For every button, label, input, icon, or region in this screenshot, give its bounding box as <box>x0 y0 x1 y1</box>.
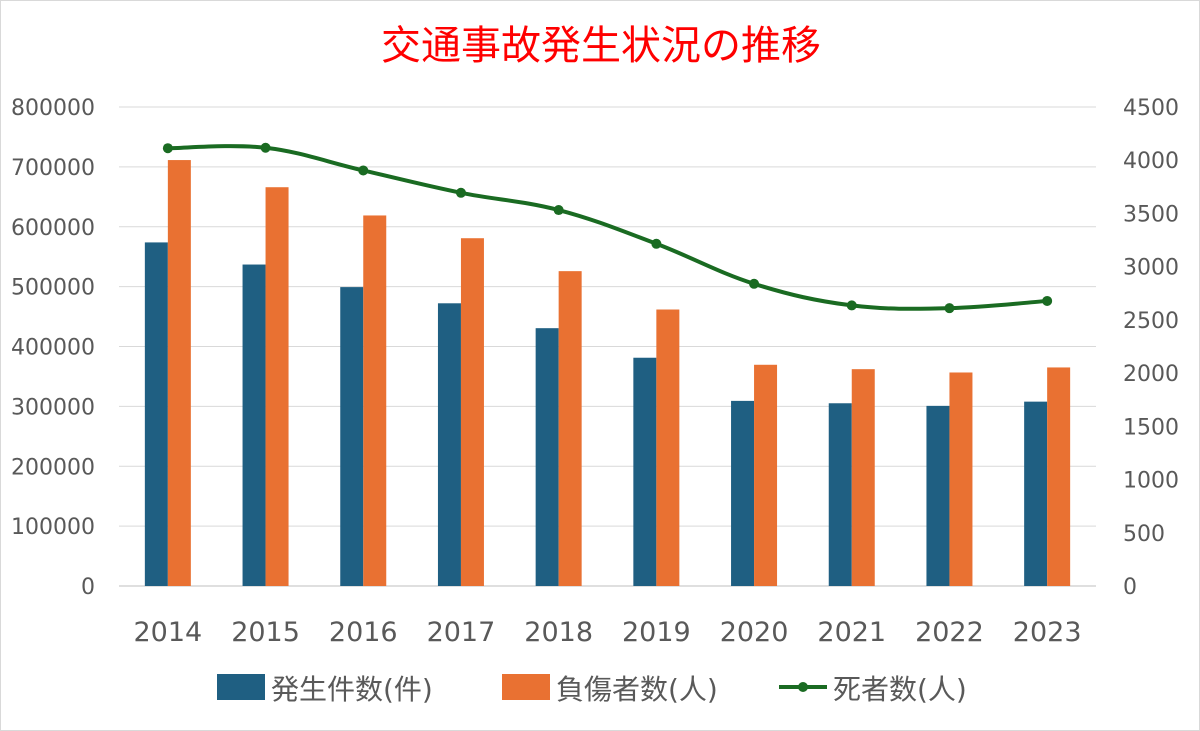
y-right-tick-label: 500 <box>1123 522 1165 547</box>
x-tick-label: 2021 <box>817 617 886 648</box>
bar-0-2022 <box>926 405 950 586</box>
x-tick-label: 2019 <box>622 617 691 648</box>
bar-0-2018 <box>535 328 559 586</box>
y-left-tick-label: 400000 <box>11 336 95 361</box>
bar-1-2017 <box>460 238 484 586</box>
line-point-2023 <box>1042 295 1053 306</box>
bar-1-2020 <box>754 364 778 586</box>
bar-0-2020 <box>731 400 755 586</box>
bar-0-2015 <box>242 264 266 586</box>
legend-label: 発生件数(件) <box>271 673 433 706</box>
chart-title: 交通事故発生状況の推移 <box>381 23 821 69</box>
x-tick-label: 2017 <box>427 617 496 648</box>
y-left-tick-label: 700000 <box>11 156 95 181</box>
y-left-tick-label: 100000 <box>11 515 95 540</box>
y-left-tick-label: 800000 <box>11 96 95 121</box>
bar-1-2014 <box>167 160 191 586</box>
line-point-2018 <box>553 205 564 216</box>
legend-marker <box>798 682 808 692</box>
line-point-2016 <box>358 165 369 176</box>
y-left-tick-label: 600000 <box>11 216 95 241</box>
y-right-tick-label: 1000 <box>1123 469 1179 494</box>
y-left-tick-label: 500000 <box>11 276 95 301</box>
bar-0-2023 <box>1024 401 1048 586</box>
x-axis-ticks: 2014 2015 2016 2017 2018 2019 2020 2021 2022 2023 <box>133 617 1081 648</box>
y-left-tick-label: 0 <box>81 575 95 600</box>
left-axis-ticks: 0 100000 200000 300000 400000 500000 600000 700… <box>11 96 95 600</box>
bar-1-2015 <box>265 187 289 586</box>
y-right-tick-label: 2000 <box>1123 362 1179 387</box>
bar-series <box>144 160 1071 586</box>
line-point-2017 <box>455 187 466 198</box>
y-right-tick-label: 2500 <box>1123 309 1179 334</box>
line-point-2015 <box>260 142 271 153</box>
bar-1-2022 <box>949 372 973 586</box>
line-point-2014 <box>162 143 173 154</box>
legend-item-2: 死者数(人) <box>779 673 967 706</box>
x-tick-label: 2018 <box>524 617 593 648</box>
x-tick-label: 2015 <box>231 617 300 648</box>
y-right-tick-label: 3500 <box>1123 202 1179 227</box>
y-right-tick-label: 4000 <box>1123 149 1179 174</box>
x-tick-label: 2023 <box>1013 617 1082 648</box>
bar-1-2019 <box>656 309 680 586</box>
y-left-tick-label: 300000 <box>11 395 95 420</box>
legend-label: 死者数(人) <box>833 673 967 706</box>
line-point-2019 <box>651 238 662 249</box>
x-tick-label: 2020 <box>720 617 789 648</box>
line-path-0 <box>165 144 1050 311</box>
line-point-2020 <box>749 278 760 289</box>
legend-item-1: 負傷者数(人) <box>502 673 718 706</box>
bar-1-2016 <box>363 215 387 586</box>
y-left-tick-label: 200000 <box>11 455 95 480</box>
bar-1-2021 <box>851 369 875 586</box>
bar-0-2019 <box>633 357 657 586</box>
y-right-tick-label: 4500 <box>1123 96 1179 121</box>
bar-0-2021 <box>828 403 852 586</box>
legend-item-0: 発生件数(件) <box>217 673 433 706</box>
bar-0-2014 <box>144 242 168 586</box>
x-tick-label: 2014 <box>133 617 202 648</box>
right-axis-ticks: 0 500 1000 1500 2000 2500 3000 3500 4000 4500 <box>1123 96 1179 600</box>
line-series <box>162 142 1053 314</box>
x-tick-label: 2022 <box>915 617 984 648</box>
y-right-tick-label: 1500 <box>1123 415 1179 440</box>
y-right-tick-label: 3000 <box>1123 256 1179 281</box>
legend-swatch <box>502 674 550 700</box>
line-point-2022 <box>944 303 955 314</box>
legend-swatch <box>217 674 265 700</box>
bar-1-2023 <box>1047 367 1071 586</box>
bar-0-2016 <box>340 287 364 586</box>
bar-0-2017 <box>437 303 461 586</box>
bar-1-2018 <box>558 271 582 586</box>
legend-label: 負傷者数(人) <box>556 673 718 706</box>
line-point-2021 <box>846 300 857 311</box>
x-tick-label: 2016 <box>329 617 398 648</box>
legend: 発生件数(件) 負傷者数(人) 死者数(人) <box>217 673 967 706</box>
y-right-tick-label: 0 <box>1123 575 1137 600</box>
